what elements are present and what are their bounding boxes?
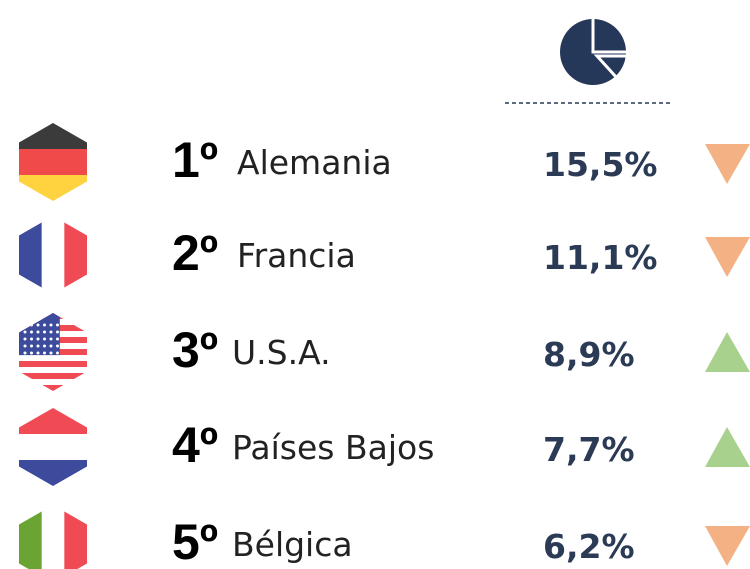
stripe [41, 216, 66, 294]
star [30, 337, 33, 341]
country: Alemania [237, 143, 392, 182]
star [30, 330, 33, 334]
star [43, 323, 46, 327]
star [56, 337, 59, 341]
star [36, 330, 40, 334]
star [56, 323, 59, 327]
country: U.S.A. [232, 333, 331, 372]
star [49, 337, 53, 341]
star [23, 351, 27, 355]
share: 11,1% [543, 238, 658, 277]
stripe [19, 367, 87, 374]
stripe [19, 385, 87, 391]
star [56, 344, 59, 348]
stripe [19, 408, 87, 435]
share: 8,9% [543, 335, 635, 374]
pie-icon [560, 19, 629, 85]
star [23, 337, 27, 341]
country: Países Bajos [232, 428, 434, 467]
stripe [19, 175, 87, 201]
star [49, 330, 53, 334]
star [30, 351, 33, 355]
flag [19, 123, 87, 201]
share: 7,7% [543, 430, 635, 469]
star [23, 330, 27, 334]
flag [19, 505, 87, 569]
rank: 1º [172, 132, 218, 188]
star [56, 351, 59, 355]
star [49, 344, 53, 348]
flag [19, 408, 87, 486]
country: Francia [237, 236, 356, 275]
trend-down [705, 144, 750, 184]
star [43, 344, 46, 348]
star [43, 351, 46, 355]
flag [19, 216, 87, 294]
share: 15,5% [543, 145, 658, 184]
star [49, 323, 53, 327]
star [30, 344, 33, 348]
rank: 2º [172, 225, 218, 281]
stripe [19, 373, 87, 380]
star [36, 344, 40, 348]
stripe [19, 355, 87, 362]
star [23, 344, 27, 348]
star [36, 337, 40, 341]
stripe [64, 505, 87, 569]
stripe [19, 460, 87, 486]
rank: 4º [172, 417, 218, 473]
trend-up [705, 427, 750, 467]
flag [19, 313, 87, 391]
star [56, 330, 59, 334]
stripe [19, 361, 87, 368]
star [43, 330, 46, 334]
stripe [19, 434, 87, 461]
star [30, 323, 33, 327]
canton [19, 313, 60, 356]
trend-down [705, 526, 750, 566]
stripe [41, 505, 66, 569]
stripe [64, 216, 87, 294]
star [43, 337, 46, 341]
stripe [19, 216, 43, 294]
rank: 5º [172, 514, 218, 569]
star [36, 351, 40, 355]
stripe [19, 123, 87, 150]
stripe [19, 149, 87, 176]
star [36, 323, 40, 327]
rank: 3º [172, 322, 218, 378]
country: Bélgica [232, 525, 353, 564]
star [23, 323, 27, 327]
share: 6,2% [543, 527, 635, 566]
trend-up [705, 332, 750, 372]
star [49, 351, 53, 355]
stripe [19, 505, 43, 569]
trend-down [705, 237, 750, 277]
stripe [19, 379, 87, 386]
